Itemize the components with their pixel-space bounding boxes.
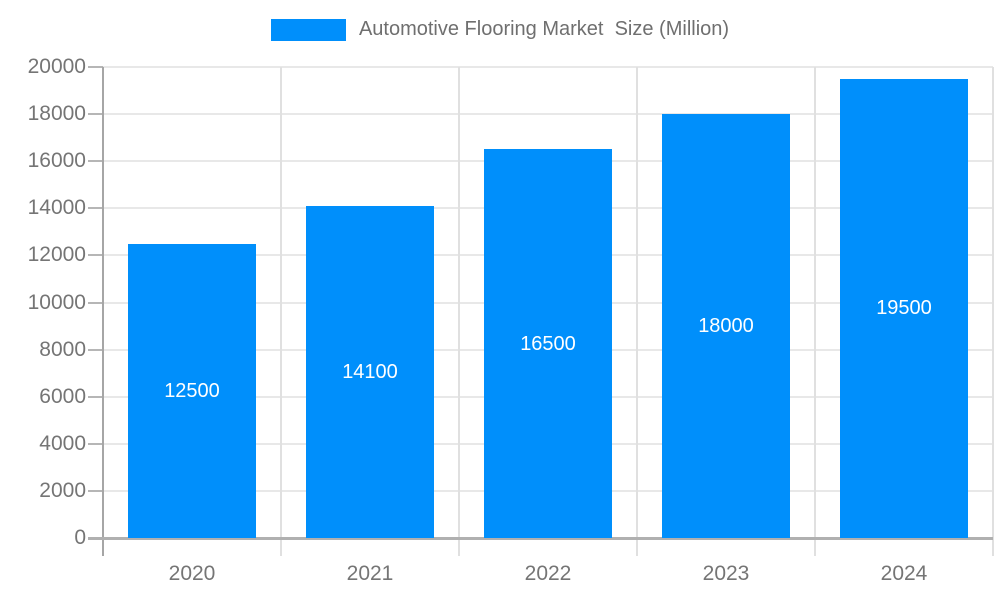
bar-value-label: 16500 — [520, 332, 576, 355]
y-axis-tick — [88, 442, 103, 445]
bar-value-label: 12500 — [164, 379, 220, 402]
y-axis-label: 20000 — [27, 55, 86, 78]
y-axis-label: 14000 — [27, 196, 86, 220]
y-axis-tick — [88, 395, 103, 398]
x-axis-label: 2024 — [880, 562, 928, 585]
y-axis-tick — [88, 348, 103, 351]
bar-value-label: 14100 — [342, 360, 398, 383]
legend-swatch — [270, 18, 346, 41]
bar-2024[interactable] — [840, 78, 968, 538]
y-axis-tick — [88, 207, 103, 210]
y-axis-tick — [88, 160, 103, 163]
x-gridline — [992, 67, 994, 556]
x-gridline — [280, 67, 282, 556]
x-axis-line — [88, 537, 993, 540]
x-gridline — [458, 67, 460, 556]
y-axis-tick — [88, 301, 103, 304]
bar-2021[interactable] — [306, 205, 434, 538]
bar-2023[interactable] — [662, 114, 790, 538]
y-axis-tick — [88, 113, 103, 116]
y-axis-label: 16000 — [27, 149, 86, 173]
y-axis-label: 4000 — [39, 431, 86, 455]
y-axis-tick — [88, 66, 103, 68]
y-axis-line — [102, 67, 104, 556]
bar-2020[interactable] — [128, 243, 256, 538]
y-axis-label: 0 — [74, 526, 86, 549]
x-gridline — [814, 67, 816, 556]
x-axis-label: 2022 — [524, 562, 572, 585]
bar-2022[interactable] — [484, 149, 612, 538]
bar-value-label: 19500 — [876, 297, 932, 320]
y-axis-label: 12000 — [27, 243, 86, 267]
legend-label: Automotive Flooring Market Size (Million… — [358, 18, 730, 40]
bar-value-label: 18000 — [698, 315, 754, 338]
y-axis-tick — [88, 489, 103, 492]
y-axis-label: 8000 — [39, 337, 86, 361]
y-axis-label: 2000 — [39, 478, 86, 502]
x-gridline — [636, 67, 638, 556]
x-axis-label: 2023 — [702, 562, 750, 585]
y-axis-label: 10000 — [27, 290, 86, 314]
y-gridline — [103, 66, 993, 68]
y-axis-label: 6000 — [39, 384, 86, 408]
legend[interactable]: Automotive Flooring Market Size (Million… — [0, 18, 1000, 41]
y-axis-label: 18000 — [27, 102, 86, 126]
y-axis-tick — [88, 254, 103, 257]
x-axis-label: 2021 — [346, 562, 394, 585]
y-gridline — [103, 113, 993, 116]
x-axis-label: 2020 — [168, 562, 216, 585]
